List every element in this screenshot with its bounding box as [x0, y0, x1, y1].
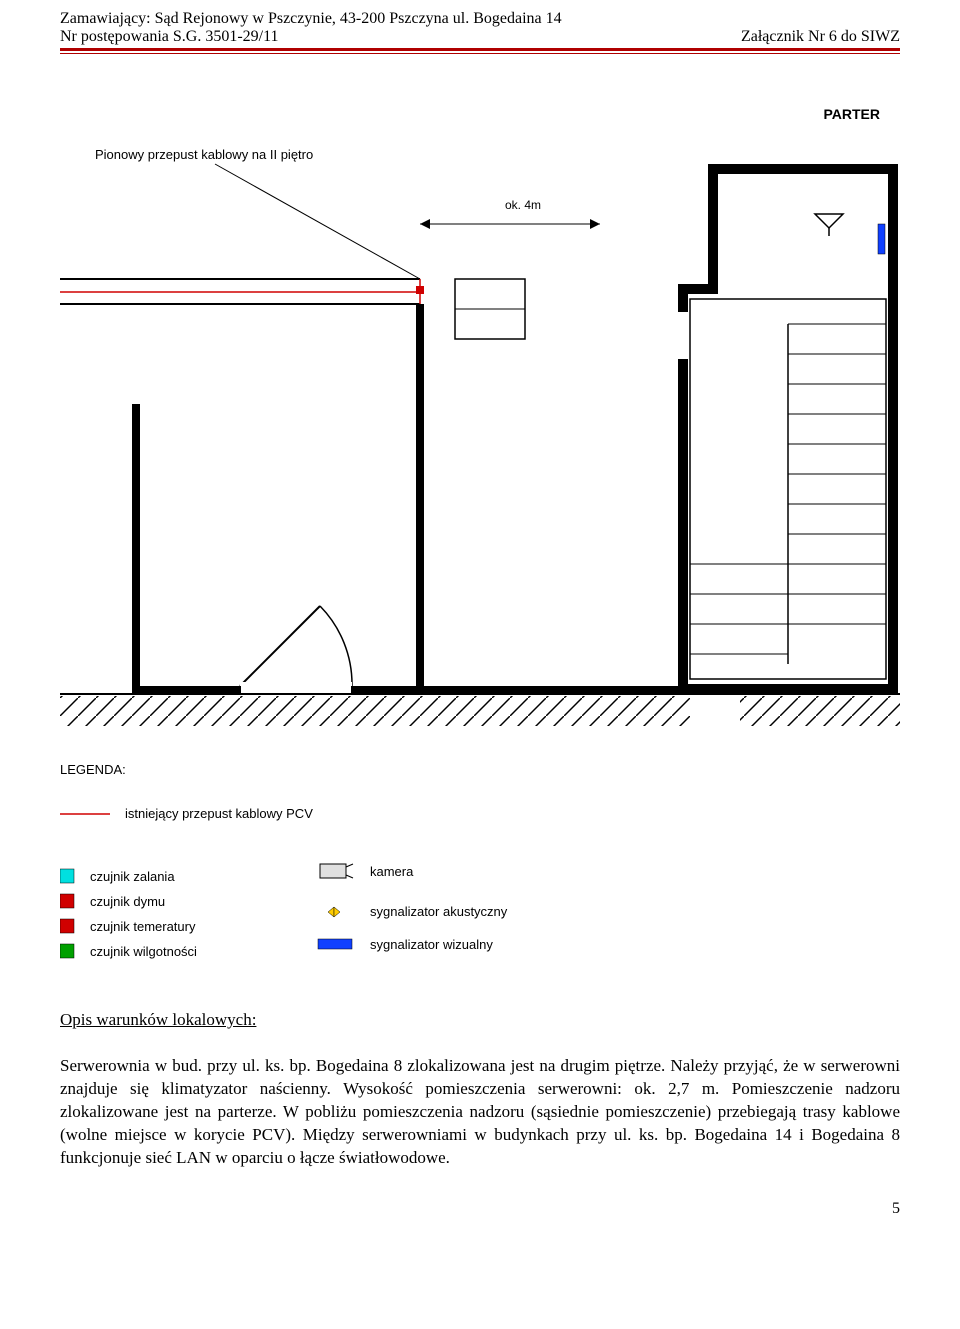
legend-label: czujnik zalania — [90, 869, 175, 884]
przepust-marker — [416, 286, 424, 294]
wall — [678, 359, 688, 694]
legend-label: sygnalizator wizualny — [370, 937, 493, 952]
diagram-title: PARTER — [823, 106, 880, 122]
leader-line — [215, 164, 420, 279]
legend-label: sygnalizator akustyczny — [370, 904, 508, 919]
diagram-svg: PARTER Pionowy przepust kablowy na II pi… — [60, 104, 900, 984]
page-header: Zamawiający: Sąd Rejonowy w Pszczynie, 4… — [60, 10, 900, 46]
legend-swatch — [60, 894, 74, 908]
page-number: 5 — [60, 1200, 900, 1218]
label-distance: ok. 4m — [505, 198, 541, 212]
legend-swatch — [60, 919, 74, 933]
wall — [678, 684, 898, 694]
legend-akust-icon — [328, 907, 340, 917]
wall — [708, 164, 718, 294]
legend-wizualny-icon — [318, 939, 352, 949]
legend-label: czujnik dymu — [90, 894, 165, 909]
legend-redline-label: istniejący przepust kablowy PCV — [125, 806, 313, 821]
dim-arrow-right — [590, 219, 600, 229]
wall — [678, 284, 688, 312]
wall — [708, 164, 898, 174]
content-heading: Opis warunków lokalowych: — [60, 1009, 900, 1032]
stairs — [690, 299, 886, 679]
hatching — [60, 696, 900, 726]
wall — [416, 304, 424, 694]
header-line1: Zamawiający: Sąd Rejonowy w Pszczynie, 4… — [60, 10, 562, 28]
legend-label: kamera — [370, 864, 414, 879]
legend-swatch — [60, 869, 74, 883]
legend-title: LEGENDA: — [60, 762, 126, 777]
wall — [888, 164, 898, 694]
label-przepust: Pionowy przepust kablowy na II piętro — [95, 147, 313, 162]
header-line2: Nr postępowania S.G. 3501-29/11 — [60, 28, 562, 46]
header-left: Zamawiający: Sąd Rejonowy w Pszczynie, 4… — [60, 10, 562, 46]
content-text: Opis warunków lokalowych: Serwerownia w … — [60, 1009, 900, 1170]
legend-swatch — [60, 944, 74, 958]
camera-icon — [815, 214, 843, 236]
dim-arrow-left — [420, 219, 430, 229]
content-para: Serwerownia w bud. przy ul. ks. bp. Boge… — [60, 1055, 900, 1170]
header-divider — [60, 48, 900, 54]
legend-kamera-icon — [320, 864, 346, 878]
legend-label: czujnik wilgotności — [90, 944, 197, 959]
wall — [132, 404, 140, 694]
visual-signal-marker — [878, 224, 885, 254]
document-page: Zamawiający: Sąd Rejonowy w Pszczynie, 4… — [0, 0, 960, 1248]
door — [240, 606, 352, 694]
floor-plan-diagram: PARTER Pionowy przepust kablowy na II pi… — [60, 104, 900, 989]
wall — [132, 686, 688, 694]
legend-label: czujnik temeratury — [90, 919, 196, 934]
header-right: Załącznik Nr 6 do SIWZ — [741, 28, 900, 46]
